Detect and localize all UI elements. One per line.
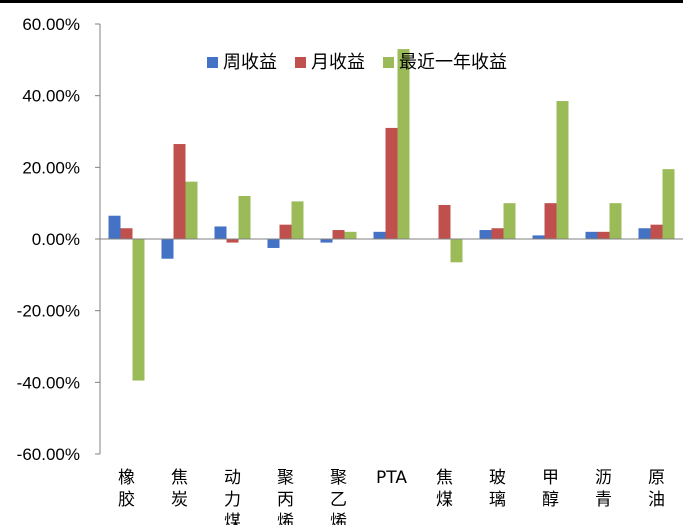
x-category-label: 玻璃: [489, 468, 506, 510]
x-category-label: 动力煤: [224, 468, 241, 525]
bar: [479, 230, 492, 239]
bar: [650, 224, 663, 239]
bar: [609, 203, 622, 239]
x-category-label: 焦煤: [436, 468, 453, 510]
y-tick-label: -40.00%: [17, 373, 80, 392]
y-tick-label: 20.00%: [22, 158, 80, 177]
legend-swatch: [295, 57, 306, 68]
bar: [597, 231, 610, 239]
x-category-label: 聚丙烯: [277, 468, 294, 525]
bar: [173, 144, 186, 239]
bar: [279, 224, 292, 239]
x-category-label: 聚乙烯: [330, 468, 347, 525]
bar: [344, 231, 357, 239]
y-tick-label: 0.00%: [32, 230, 80, 249]
legend-entry-label: 最近一年收益: [399, 52, 507, 73]
bar: [638, 228, 651, 239]
bar: [120, 228, 133, 239]
legend-swatch: [383, 57, 394, 68]
bar: [267, 239, 280, 248]
x-category-label: 原油: [648, 468, 665, 510]
x-category-label: 甲醇: [542, 468, 559, 510]
bar: [226, 239, 239, 243]
bar: [291, 201, 304, 240]
y-axis: 60.00% 40.00% 20.00% 0.00% -20.00% -40.00% -60…: [17, 15, 101, 464]
y-tick-label: 60.00%: [22, 15, 80, 34]
bar: [185, 181, 198, 239]
bar: [132, 239, 145, 381]
bar: [108, 215, 121, 239]
legend: 周收益 月收益 最近一年收益: [207, 52, 507, 73]
bar: [491, 228, 504, 239]
bar: [556, 101, 569, 239]
plot-area: [108, 49, 675, 381]
bar: [450, 239, 463, 263]
bar: [320, 239, 333, 243]
x-category-label: 沥青: [595, 468, 612, 510]
y-tick-label: -60.00%: [17, 445, 80, 464]
legend-swatch: [207, 57, 218, 68]
bar: [332, 230, 345, 239]
bar: [544, 203, 557, 239]
bar: [397, 49, 410, 239]
bar: [161, 239, 174, 259]
bar: [373, 231, 386, 239]
legend-entry-label: 周收益: [223, 52, 277, 73]
y-tick-label: -20.00%: [17, 302, 80, 321]
legend-entry-label: 月收益: [311, 52, 365, 73]
bar: [585, 231, 598, 239]
bar: [662, 169, 675, 240]
bar: [214, 226, 227, 239]
x-category-label: 橡胶: [118, 468, 135, 510]
x-category-label: 焦炭: [171, 468, 188, 510]
bar: [385, 127, 398, 239]
bar: [438, 204, 451, 239]
x-category-label: PTA: [376, 468, 407, 488]
bar: [238, 196, 251, 239]
top-border-rule: [0, 0, 683, 3]
bar: [503, 203, 516, 239]
bar: [532, 235, 545, 239]
y-tick-label: 40.00%: [22, 87, 80, 106]
